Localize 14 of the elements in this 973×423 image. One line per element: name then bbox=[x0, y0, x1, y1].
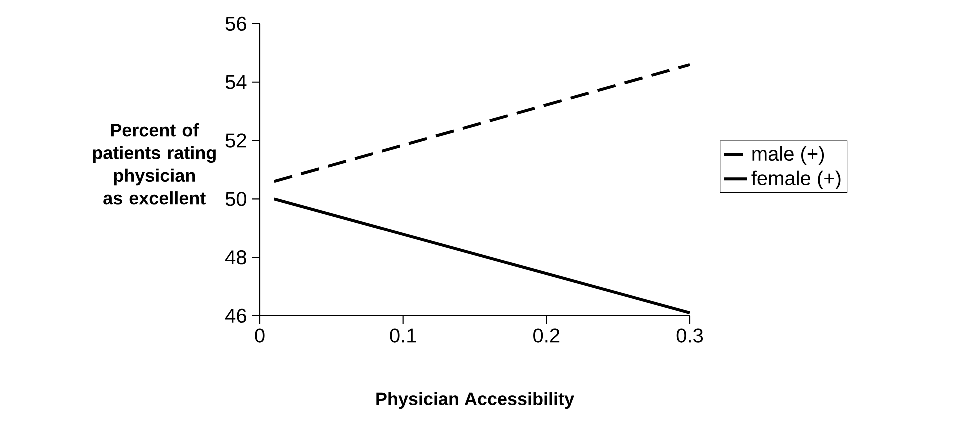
x-tick-label: 0.3 bbox=[676, 328, 704, 343]
y-tick-label: 50 bbox=[226, 192, 246, 206]
legend-label: female (+) bbox=[752, 170, 841, 190]
y-tick-label: 48 bbox=[226, 250, 246, 265]
y-tick-label: 56 bbox=[226, 16, 246, 32]
x-tick-label: 0.1 bbox=[390, 328, 416, 343]
x-tick-label: 0 bbox=[255, 328, 265, 343]
y-tick-label: 52 bbox=[226, 134, 246, 148]
x-tick-label: 0.2 bbox=[534, 328, 560, 343]
legend-label: male (+) bbox=[752, 146, 824, 166]
y-tick-label: 54 bbox=[226, 75, 247, 90]
x-axis-title: Physician Accessibility bbox=[376, 392, 574, 410]
y-tick-label: 46 bbox=[226, 308, 246, 324]
y-axis-title: Percent of patients rating physician as excellent bbox=[93, 124, 216, 205]
